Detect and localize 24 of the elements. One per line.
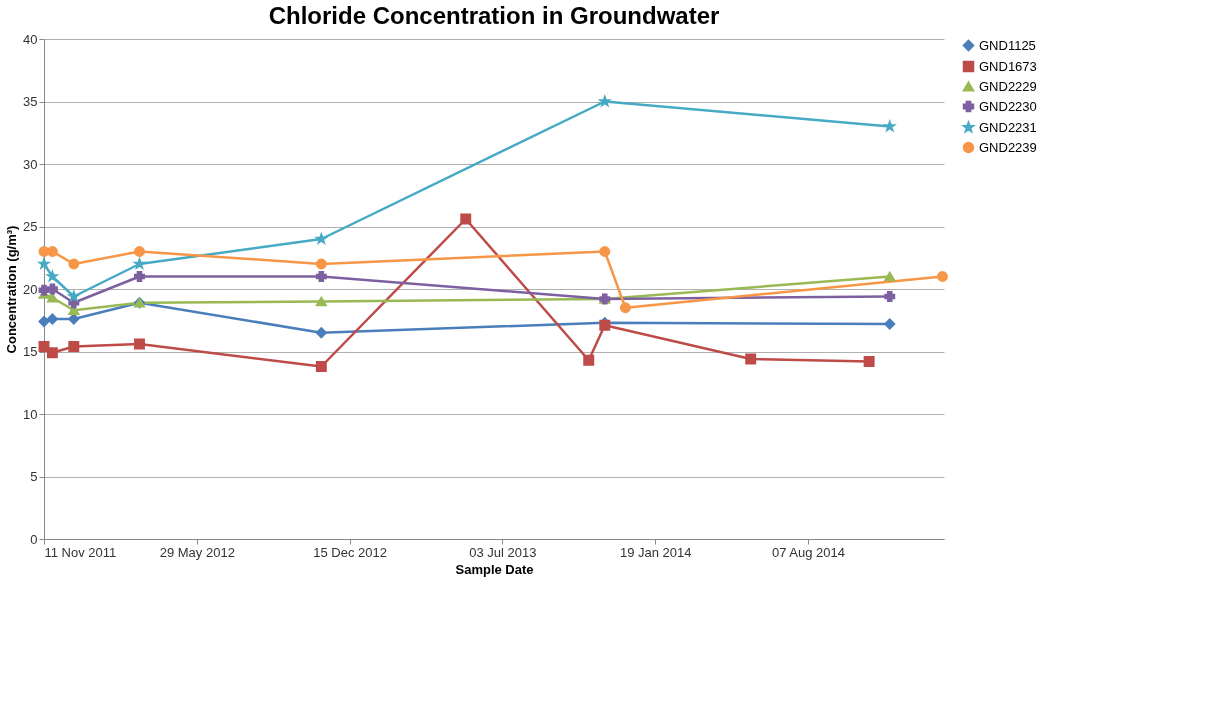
legend-label: GND2230 [979, 98, 1037, 114]
y-tick-label: 15 [23, 344, 38, 359]
y-tick-label: 35 [23, 94, 38, 109]
y-tick-label: 20 [23, 281, 38, 297]
legend-label: GND2239 [979, 139, 1037, 155]
y-tick-label: 40 [23, 31, 38, 47]
x-axis-title: Sample Date [455, 561, 534, 577]
y-tick-label: 5 [30, 469, 38, 484]
x-tick-label: 07 Aug 2014 [771, 544, 846, 560]
legend-label: GND1125 [979, 37, 1036, 53]
chart-title: Chloride Concentration in Groundwater [268, 2, 720, 29]
x-tick-label: 29 May 2012 [159, 544, 235, 560]
y-tick-label: 0 [30, 531, 38, 547]
y-tick-label: 10 [23, 406, 38, 422]
legend-label: GND1673 [979, 58, 1037, 74]
x-tick-label: 19 Jan 2014 [619, 544, 692, 560]
y-tick-label: 25 [23, 219, 38, 234]
x-tick-label: 11 Nov 2011 [44, 544, 117, 560]
x-tick-label: 15 Dec 2012 [313, 544, 387, 560]
legend-label: GND2229 [979, 78, 1037, 94]
y-tick-label: 30 [23, 156, 38, 172]
legend-label: GND2231 [979, 119, 1037, 135]
y-axis-title: Concentration (g/m³) [4, 225, 20, 354]
x-tick-label: 03 Jul 2013 [469, 544, 537, 560]
